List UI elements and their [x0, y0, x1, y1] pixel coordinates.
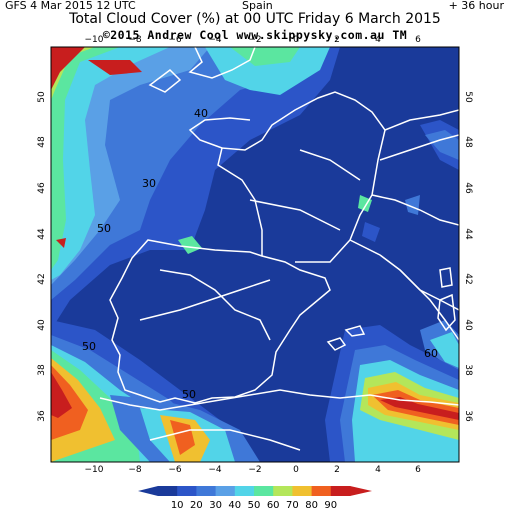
- latitude-tick-right: 36: [463, 410, 473, 422]
- colorbar-swatch: [158, 486, 178, 496]
- contour-label: 30: [142, 177, 156, 190]
- colorbar-swatch: [196, 486, 217, 496]
- colorbar-swatch: [177, 486, 197, 496]
- latitude-tick-right: 46: [463, 182, 473, 194]
- colorbar-swatch: [273, 486, 293, 496]
- latitude-tick-left: 36: [37, 410, 47, 422]
- coastlines: [99, 47, 459, 451]
- colorbar-swatch: [234, 486, 255, 496]
- colorbar: [138, 486, 372, 496]
- colorbar-label: 50: [247, 500, 261, 511]
- latitude-tick-right: 50: [463, 91, 473, 103]
- longitude-tick-top: −6: [168, 35, 182, 45]
- colorbar-low-arrow: [138, 486, 158, 496]
- colorbar-high-arrow: [350, 486, 372, 496]
- forecast-hour-label: + 36 hour: [448, 0, 504, 12]
- copyright-label: ©2015 Andrew Cool www.skippysky.com.au T…: [102, 28, 408, 42]
- colorbar-label: 20: [190, 500, 203, 511]
- longitude-tick-top: −4: [208, 35, 222, 45]
- colorbar-label: 30: [209, 500, 222, 511]
- model-run-label: GFS 4 Mar 2015 12 UTC: [5, 0, 136, 12]
- longitude-tick-bottom: −4: [208, 465, 222, 475]
- colorbar-label: 70: [286, 500, 299, 511]
- latitude-tick-left: 38: [37, 364, 47, 376]
- colorbar-label: 90: [324, 500, 338, 511]
- colorbar-swatch: [330, 486, 351, 496]
- contour-label: 50: [97, 222, 111, 235]
- latitude-tick-right: 40: [463, 319, 473, 331]
- colorbar-label: 80: [305, 500, 318, 511]
- cloud-field: [51, 47, 459, 462]
- latitude-tick-left: 44: [37, 228, 47, 240]
- colorbar-label: 60: [266, 500, 280, 511]
- latitude-axis: 50 50 48 48 46 46 44 44 42 42 40 40 38 38 36 36: [37, 91, 473, 422]
- contour-label: 50: [182, 388, 196, 401]
- map-title: Total Cloud Cover (%) at 00 UTC Friday 6…: [69, 11, 441, 27]
- longitude-tick-bottom: −10: [85, 465, 104, 475]
- contour-labels: 40 30 50 50 50 60: [82, 107, 438, 401]
- longitude-tick-top: −8: [128, 35, 142, 45]
- colorbar-swatch: [292, 486, 313, 496]
- contour-label: 60: [424, 347, 438, 360]
- longitude-tick-top: −2: [248, 35, 261, 45]
- latitude-tick-left: 40: [37, 319, 47, 331]
- plot-frame: [50, 46, 460, 463]
- longitude-tick-bottom: −6: [168, 465, 182, 475]
- longitude-tick-top: −10: [85, 35, 104, 45]
- latitude-tick-left: 42: [37, 273, 47, 284]
- longitude-tick-top: 6: [415, 35, 421, 45]
- latitude-tick-right: 42: [463, 273, 473, 284]
- longitude-tick-bottom: 0: [293, 465, 299, 475]
- longitude-tick-bottom: −8: [128, 465, 142, 475]
- colorbar-label: 40: [228, 500, 242, 511]
- longitude-tick-bottom: 2: [334, 465, 340, 475]
- longitude-tick-top: 2: [334, 35, 340, 45]
- longitude-tick-top: 4: [375, 35, 381, 45]
- longitude-tick-bottom: 4: [375, 465, 381, 475]
- colorbar-swatch: [311, 486, 332, 496]
- colorbar-swatch: [215, 486, 236, 496]
- contour-label: 50: [82, 340, 96, 353]
- latitude-tick-right: 48: [463, 136, 473, 148]
- contour-label: 40: [194, 107, 208, 120]
- longitude-tick-top: 0: [293, 35, 299, 45]
- latitude-tick-right: 44: [463, 228, 473, 240]
- latitude-tick-right: 38: [463, 364, 473, 376]
- longitude-tick-bottom: −2: [248, 465, 261, 475]
- region-label: Spain: [242, 0, 273, 12]
- colorbar-label: 10: [170, 500, 184, 511]
- colorbar-swatch: [254, 486, 274, 496]
- latitude-tick-left: 46: [37, 182, 47, 194]
- longitude-axis: −10 −10 −8 −8 −6 −6 −4 −4 −2 −2 0 0 2 2 4 4 6 6: [85, 35, 422, 475]
- latitude-tick-left: 48: [37, 136, 47, 148]
- latitude-tick-left: 50: [37, 91, 47, 103]
- longitude-tick-bottom: 6: [415, 465, 421, 475]
